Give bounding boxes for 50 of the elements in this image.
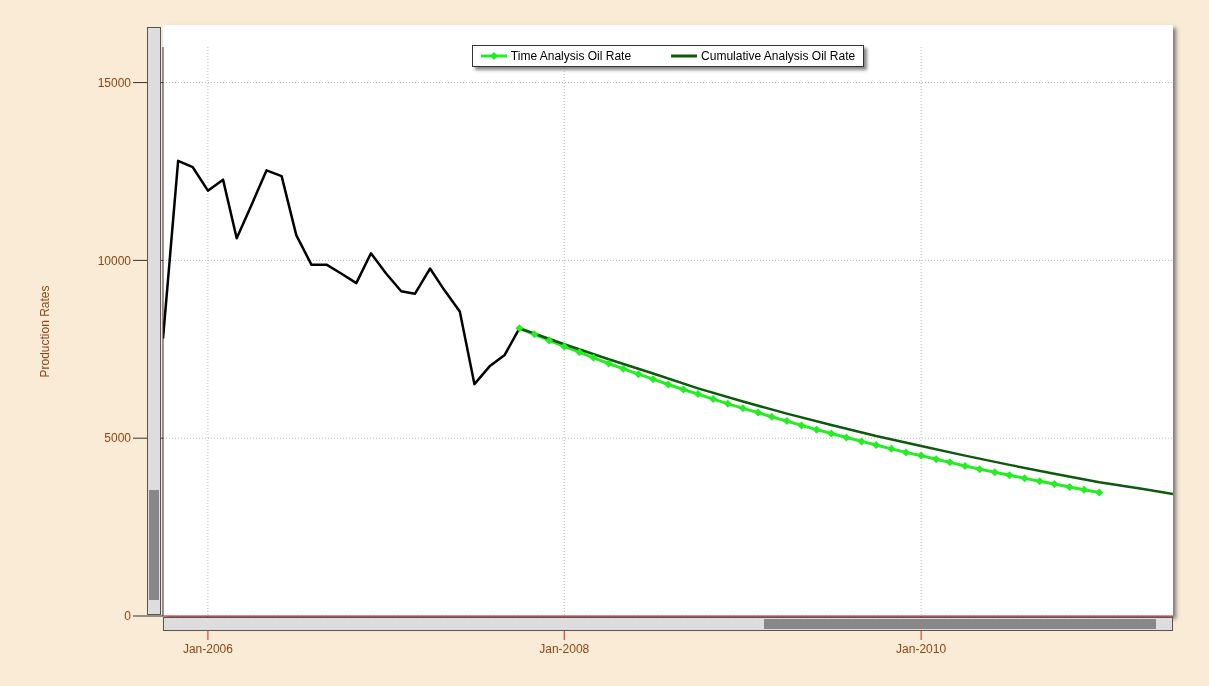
point [1065,482,1074,491]
point [975,465,984,474]
point [619,364,628,373]
point [901,448,910,457]
point [1050,480,1059,489]
y-tick-label: 0 [124,609,132,624]
point [515,324,524,333]
point [812,425,821,434]
point [545,336,554,345]
point [887,444,896,453]
point [945,458,954,467]
y-tick-label: 10000 [97,253,132,268]
y-axis-title: Production Rates [38,285,53,378]
point [797,421,806,430]
point [1035,477,1044,486]
point [961,461,970,470]
point [1005,471,1014,480]
point [649,375,658,384]
legend-label: Cumulative Analysis Oil Rate [700,49,856,63]
legend-label: Time Analysis Oil Rate [509,49,632,63]
point [709,395,718,404]
point [634,370,643,379]
point [917,451,926,460]
point [589,353,598,362]
x-tick-label: Jan-2010 [896,641,947,656]
point [664,380,673,389]
point [827,429,836,438]
point [604,359,613,368]
point [738,404,747,413]
point [575,348,584,357]
x-tick-label: Jan-2006 [182,641,234,656]
point [932,455,941,464]
point [782,417,791,426]
point [723,399,732,408]
x-tick-label: Jan-2008 [539,641,590,656]
point [1080,485,1089,494]
point [857,437,866,446]
point [679,385,688,394]
point [754,408,763,417]
point [767,412,776,421]
y-tick-label: 5000 [104,431,132,446]
point [560,342,569,351]
y-tick-label: 15000 [97,75,132,90]
point [1020,474,1029,483]
point [694,390,703,399]
point [990,468,999,477]
point [872,440,881,449]
point [1095,488,1104,497]
point [842,433,851,442]
point [530,330,539,339]
